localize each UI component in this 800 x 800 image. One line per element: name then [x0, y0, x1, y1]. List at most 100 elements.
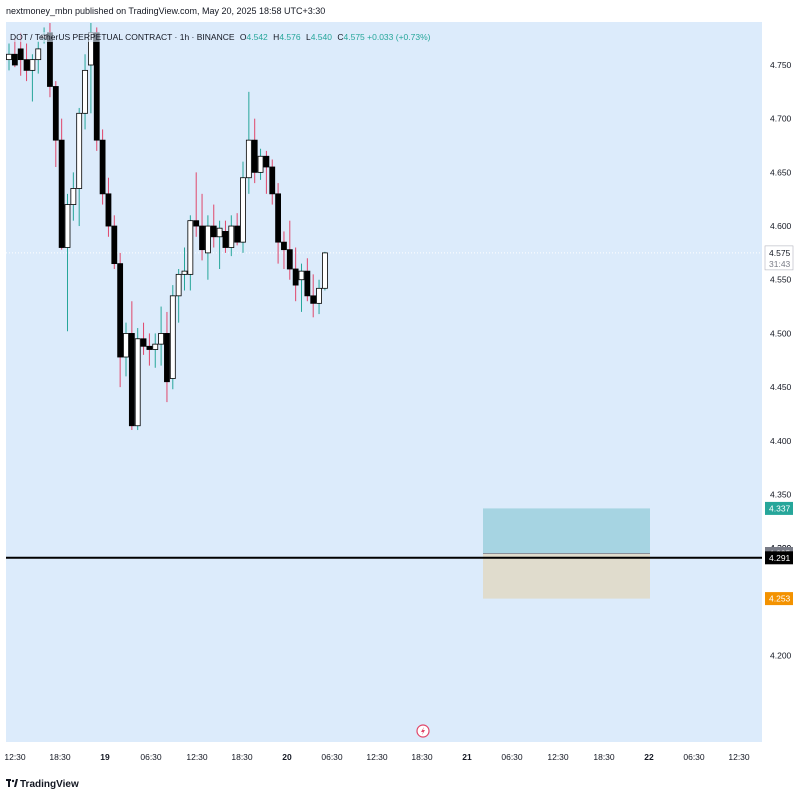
- candle[interactable]: [251, 139, 258, 173]
- candle[interactable]: [269, 166, 276, 195]
- candle[interactable]: [76, 112, 83, 189]
- bar-countdown: 31:43: [769, 259, 791, 269]
- time-tick-label: 06:30: [501, 752, 523, 762]
- candle[interactable]: [169, 295, 176, 379]
- candle[interactable]: [228, 225, 235, 248]
- candle[interactable]: [181, 270, 188, 275]
- candle[interactable]: [152, 343, 159, 350]
- time-tick-label: 21: [462, 752, 472, 762]
- horizontal-line-price-tag-bg: [765, 551, 793, 565]
- price-tick-label: 4.750: [770, 60, 792, 70]
- time-tick-label: 06:30: [321, 752, 343, 762]
- symbol-name[interactable]: DOT / TetherUS PERPETUAL CONTRACT · 1h ·…: [10, 32, 235, 42]
- candle[interactable]: [52, 86, 59, 141]
- candle[interactable]: [216, 227, 223, 238]
- candle[interactable]: [117, 263, 124, 358]
- time-tick-label: 18:30: [411, 752, 433, 762]
- candle[interactable]: [23, 59, 30, 71]
- candle[interactable]: [310, 295, 317, 304]
- ohlc-low-label: L: [305, 32, 311, 42]
- candle[interactable]: [210, 225, 217, 238]
- candle[interactable]: [99, 139, 106, 195]
- candle[interactable]: [17, 48, 24, 61]
- candle[interactable]: [70, 188, 77, 205]
- candle[interactable]: [175, 273, 182, 297]
- publisher-line: nextmoney_mbn published on TradingView.c…: [6, 6, 326, 16]
- time-tick-label: 06:30: [140, 752, 162, 762]
- time-tick-label: 12:30: [728, 752, 750, 762]
- candle[interactable]: [11, 53, 18, 66]
- candle[interactable]: [140, 338, 147, 347]
- stop-price-tag-bg: [765, 592, 793, 606]
- candle[interactable]: [263, 155, 270, 168]
- candle[interactable]: [240, 177, 246, 243]
- candle[interactable]: [304, 270, 311, 297]
- candle[interactable]: [286, 249, 293, 270]
- candle[interactable]: [187, 220, 194, 275]
- candle[interactable]: [275, 193, 282, 243]
- candle[interactable]: [234, 225, 241, 243]
- candle[interactable]: [6, 53, 12, 61]
- candle[interactable]: [105, 193, 112, 227]
- candle[interactable]: [35, 48, 42, 61]
- time-axis[interactable]: [6, 742, 762, 770]
- time-tick-label: 19: [100, 752, 110, 762]
- ohlc-close-value: 4.575: [343, 32, 365, 42]
- ohlc-close-label: C: [337, 32, 344, 42]
- price-tick-label: 4.350: [770, 489, 792, 499]
- time-tick-label: 12:30: [4, 752, 26, 762]
- candle[interactable]: [316, 287, 322, 304]
- time-tick-label: 12:30: [186, 752, 208, 762]
- candle[interactable]: [164, 333, 170, 383]
- ohlc-change-value: +0.033 (+0.73%): [367, 32, 431, 42]
- candle[interactable]: [82, 69, 88, 114]
- candle[interactable]: [29, 59, 36, 71]
- time-tick-label: 06:30: [683, 752, 705, 762]
- candle[interactable]: [257, 155, 264, 173]
- time-tick-label: 18:30: [593, 752, 615, 762]
- ohlc-open-value: 4.542: [246, 32, 268, 42]
- candle[interactable]: [128, 333, 135, 427]
- time-tick-label: 12:30: [547, 752, 569, 762]
- candle[interactable]: [281, 241, 287, 251]
- price-axis[interactable]: [762, 22, 800, 742]
- target-zone[interactable]: [483, 508, 650, 554]
- candle[interactable]: [158, 333, 165, 345]
- candle[interactable]: [321, 252, 328, 289]
- candle[interactable]: [298, 270, 305, 281]
- current-price-tag-bg: [764, 245, 794, 271]
- candle[interactable]: [292, 268, 299, 286]
- lightning-bolt-shape: [421, 727, 425, 735]
- candle[interactable]: [199, 225, 205, 251]
- target-price-tag: 4.337: [769, 503, 791, 513]
- candle[interactable]: [193, 220, 200, 227]
- candle[interactable]: [146, 345, 153, 350]
- candle[interactable]: [134, 338, 141, 427]
- ohlc-high-label: H: [273, 32, 280, 42]
- price-tick-label: 4.200: [770, 651, 792, 661]
- candle[interactable]: [245, 139, 252, 179]
- tradingview-logo-icon: [6, 779, 18, 790]
- stop-zone[interactable]: [483, 553, 650, 599]
- ohlc-open-label: O: [239, 32, 247, 42]
- candle[interactable]: [64, 204, 71, 248]
- ohlc-high-value: 4.576: [279, 32, 301, 42]
- price-tick-label: 4.450: [770, 382, 792, 392]
- price-tick-label: 4.500: [770, 328, 792, 338]
- price-tick-label: 4.700: [770, 114, 792, 124]
- candle[interactable]: [93, 32, 100, 141]
- candle[interactable]: [111, 225, 118, 265]
- target-price-tag-bg: [765, 501, 793, 515]
- tradingview-brand: TradingView: [20, 779, 79, 790]
- tradingview-footer[interactable]: TradingView: [6, 779, 79, 790]
- time-tick-label: 20: [282, 752, 292, 762]
- time-tick-label: 12:30: [366, 752, 388, 762]
- current-price-tag: 4.575: [769, 248, 791, 258]
- candle[interactable]: [222, 231, 229, 248]
- candle[interactable]: [204, 225, 211, 254]
- candle[interactable]: [123, 333, 129, 358]
- candle[interactable]: [58, 139, 65, 248]
- horizontal-line-price-tag: 4.291: [769, 553, 791, 563]
- time-tick-label: 22: [644, 752, 654, 762]
